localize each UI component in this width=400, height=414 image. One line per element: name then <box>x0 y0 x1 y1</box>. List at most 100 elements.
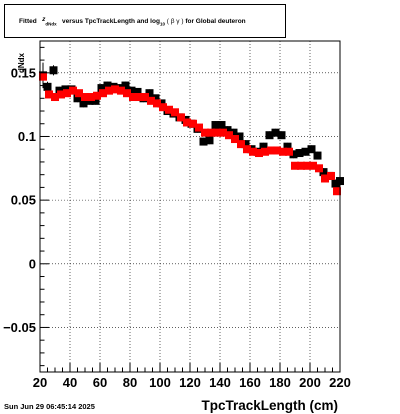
title-z: z <box>42 16 46 23</box>
marker <box>123 89 131 98</box>
data-point-red <box>327 171 335 180</box>
data-point-red <box>201 128 209 137</box>
marker <box>273 146 281 155</box>
data-point-red <box>117 86 125 95</box>
timestamp: Sun Jun 29 06:45:14 2025 <box>4 402 95 411</box>
marker <box>81 93 89 102</box>
x-tick-label: 160 <box>239 375 261 390</box>
data-point-red <box>225 131 233 140</box>
axes: 20 40 60 80 100 120 140 160 180 200 220 −0.05 0 0.05 0… <box>3 46 351 390</box>
marker <box>207 128 215 137</box>
data-point-black <box>49 65 58 76</box>
data-point-black <box>289 150 298 159</box>
data-point-black <box>331 179 340 188</box>
x-tick-label: 220 <box>329 375 351 390</box>
marker <box>315 164 323 173</box>
marker <box>189 119 197 128</box>
y-tick-label: 0.05 <box>11 193 36 208</box>
x-tick-label: 60 <box>93 375 107 390</box>
data-point-red <box>243 145 251 154</box>
marker <box>153 99 161 108</box>
series-layer <box>39 62 344 196</box>
marker <box>249 147 257 156</box>
marker <box>231 135 239 144</box>
marker <box>87 93 95 102</box>
x-tick-label: 180 <box>269 375 291 390</box>
marker <box>255 149 263 158</box>
data-point-red <box>63 89 71 98</box>
x-tick-label: 100 <box>149 375 171 390</box>
marker <box>235 132 244 141</box>
data-point-black <box>43 81 52 92</box>
data-point-black <box>271 128 280 137</box>
marker <box>285 147 293 156</box>
marker <box>303 161 311 170</box>
marker <box>211 121 220 130</box>
marker <box>241 140 250 149</box>
marker <box>49 66 58 75</box>
data-point-red <box>333 187 341 196</box>
marker <box>219 128 227 137</box>
marker <box>267 146 275 155</box>
marker <box>75 89 83 98</box>
marker <box>121 81 130 90</box>
marker <box>229 128 238 137</box>
data-point-black <box>211 121 220 130</box>
data-point-red <box>261 147 269 156</box>
data-point-red <box>183 118 191 127</box>
marker <box>147 96 155 105</box>
data-point-red <box>195 123 203 132</box>
marker <box>295 149 304 158</box>
x-tick-label: 40 <box>63 375 77 390</box>
data-point-red <box>315 164 323 173</box>
marker <box>291 161 299 170</box>
marker <box>259 142 268 151</box>
marker <box>79 99 88 108</box>
data-point-red <box>309 161 317 170</box>
data-point-red <box>87 93 95 102</box>
marker <box>199 137 208 146</box>
marker <box>159 103 167 112</box>
data-point-red <box>105 86 113 95</box>
title-beta-gamma: ( β γ ) <box>166 18 184 25</box>
marker <box>217 121 226 130</box>
data-point-red <box>237 140 245 149</box>
y-tick-label: 0 <box>29 256 36 271</box>
marker <box>43 82 52 91</box>
marker <box>97 84 106 93</box>
marker <box>319 168 328 177</box>
data-point-red <box>273 146 281 155</box>
data-point-red <box>297 161 305 170</box>
marker <box>99 89 107 98</box>
data-point-red <box>75 89 83 98</box>
data-point-red <box>159 103 167 112</box>
data-point-red <box>81 93 89 102</box>
data-point-red <box>219 128 227 137</box>
data-point-red <box>147 96 155 105</box>
data-point-red <box>99 89 107 98</box>
x-tick-label: 200 <box>299 375 321 390</box>
data-point-black <box>145 89 154 98</box>
y-axis-label: dNdx <box>17 52 26 73</box>
title-log-sub: 10 <box>159 21 165 27</box>
data-point-red <box>141 93 149 102</box>
data-point-black <box>265 131 274 140</box>
marker <box>117 86 125 95</box>
data-point-red <box>111 85 119 94</box>
data-point-red <box>153 99 161 108</box>
data-point-red <box>45 90 53 99</box>
data-point-red <box>231 135 239 144</box>
title-suffix: for Global deuteron <box>185 18 246 25</box>
marker <box>177 113 185 122</box>
marker <box>283 142 292 151</box>
data-point-red <box>129 93 137 102</box>
marker <box>313 151 322 160</box>
data-point-black <box>121 81 130 90</box>
marker <box>57 90 65 99</box>
y-tick-label: 0.1 <box>18 129 36 144</box>
marker <box>243 145 251 154</box>
marker <box>103 81 112 90</box>
data-point-red <box>39 72 47 81</box>
data-point-red <box>267 146 275 155</box>
data-point-black <box>205 136 214 145</box>
